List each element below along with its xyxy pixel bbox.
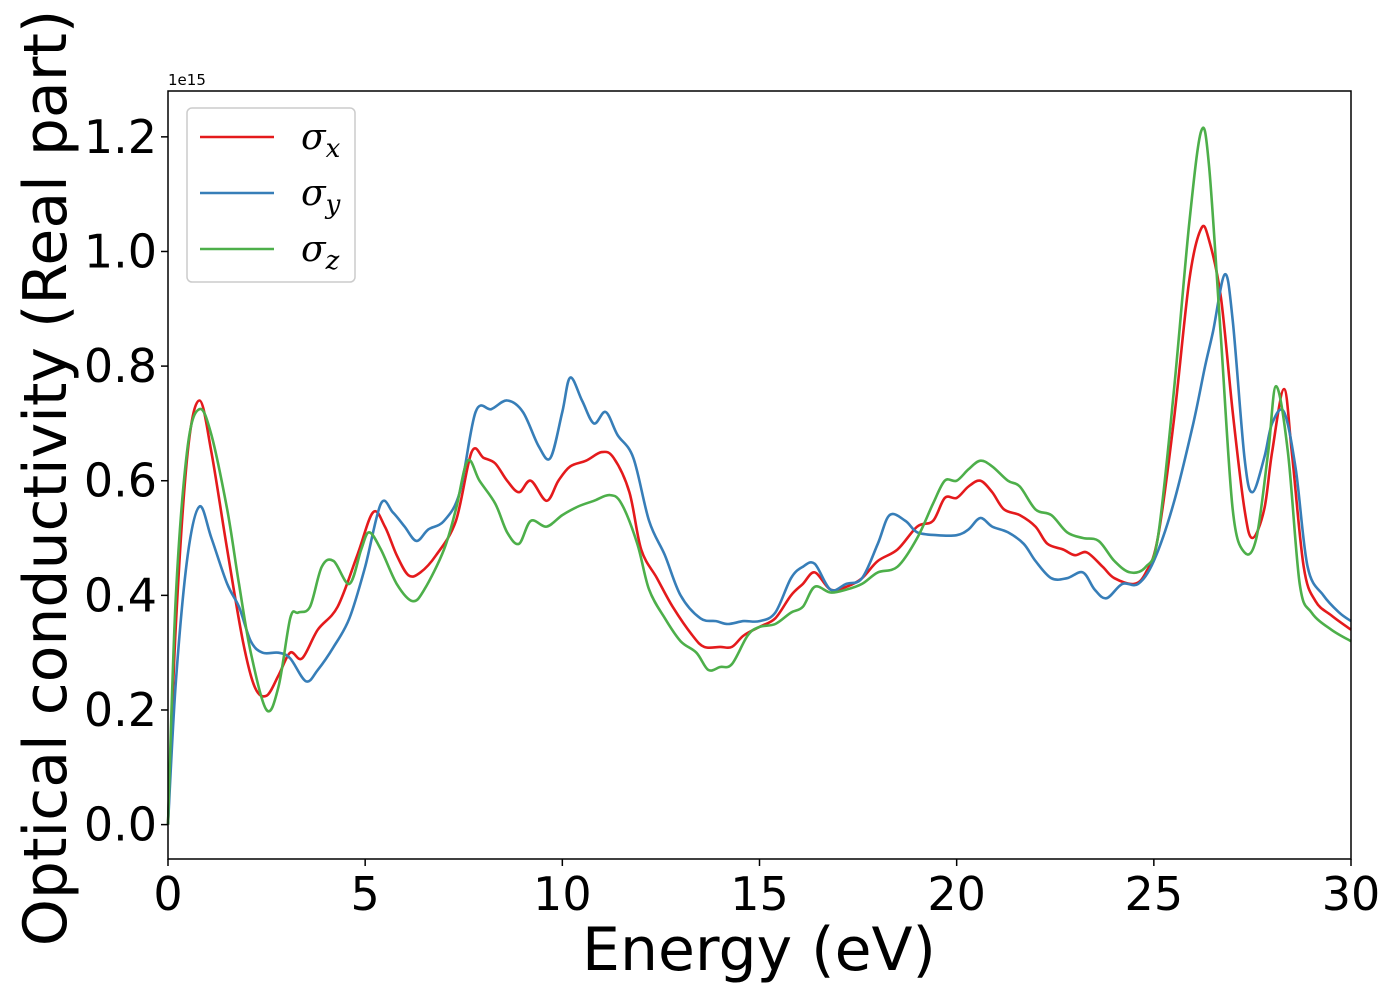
legend-label-z: σz [301, 229, 340, 276]
series-line-z [166, 126, 1352, 825]
y-tick-label: 1.0 [84, 224, 157, 278]
x-tick-label: 15 [730, 867, 789, 921]
legend-box [186, 107, 356, 283]
plot-frame [167, 90, 1352, 860]
series-line-y [166, 273, 1352, 825]
x-axis-ticks: 0 5 10 15 20 25 30 [153, 859, 1380, 921]
y-tick-label: 0.2 [84, 683, 157, 737]
x-axis-title: Energy (eV) [582, 915, 936, 985]
plot-background [168, 91, 1351, 859]
x-tick-label: 25 [1125, 867, 1184, 921]
x-tick-label: 0 [153, 867, 182, 921]
series-layer [166, 126, 1352, 825]
y-offset-label: 1e15 [168, 71, 206, 89]
y-tick-label: 0.4 [84, 568, 157, 622]
legend-label-y: σy [301, 173, 341, 220]
y-axis-ticks: 0.0 0.2 0.4 0.6 0.8 1.0 1.2 [84, 110, 168, 852]
y-tick-label: 1.2 [84, 110, 157, 164]
legend-label-x: σx [301, 117, 341, 164]
y-axis-title: Optical conductivity (Real part) [11, 10, 81, 947]
y-tick-label: 0.0 [84, 798, 157, 852]
x-tick-label: 20 [927, 867, 986, 921]
legend: σx σy σz [186, 107, 356, 283]
series-line-x [166, 224, 1352, 825]
y-tick-label: 0.8 [84, 339, 157, 393]
y-tick-label: 0.6 [84, 454, 157, 508]
x-tick-label: 10 [533, 867, 592, 921]
x-tick-label: 30 [1322, 867, 1381, 921]
x-tick-label: 5 [351, 867, 380, 921]
